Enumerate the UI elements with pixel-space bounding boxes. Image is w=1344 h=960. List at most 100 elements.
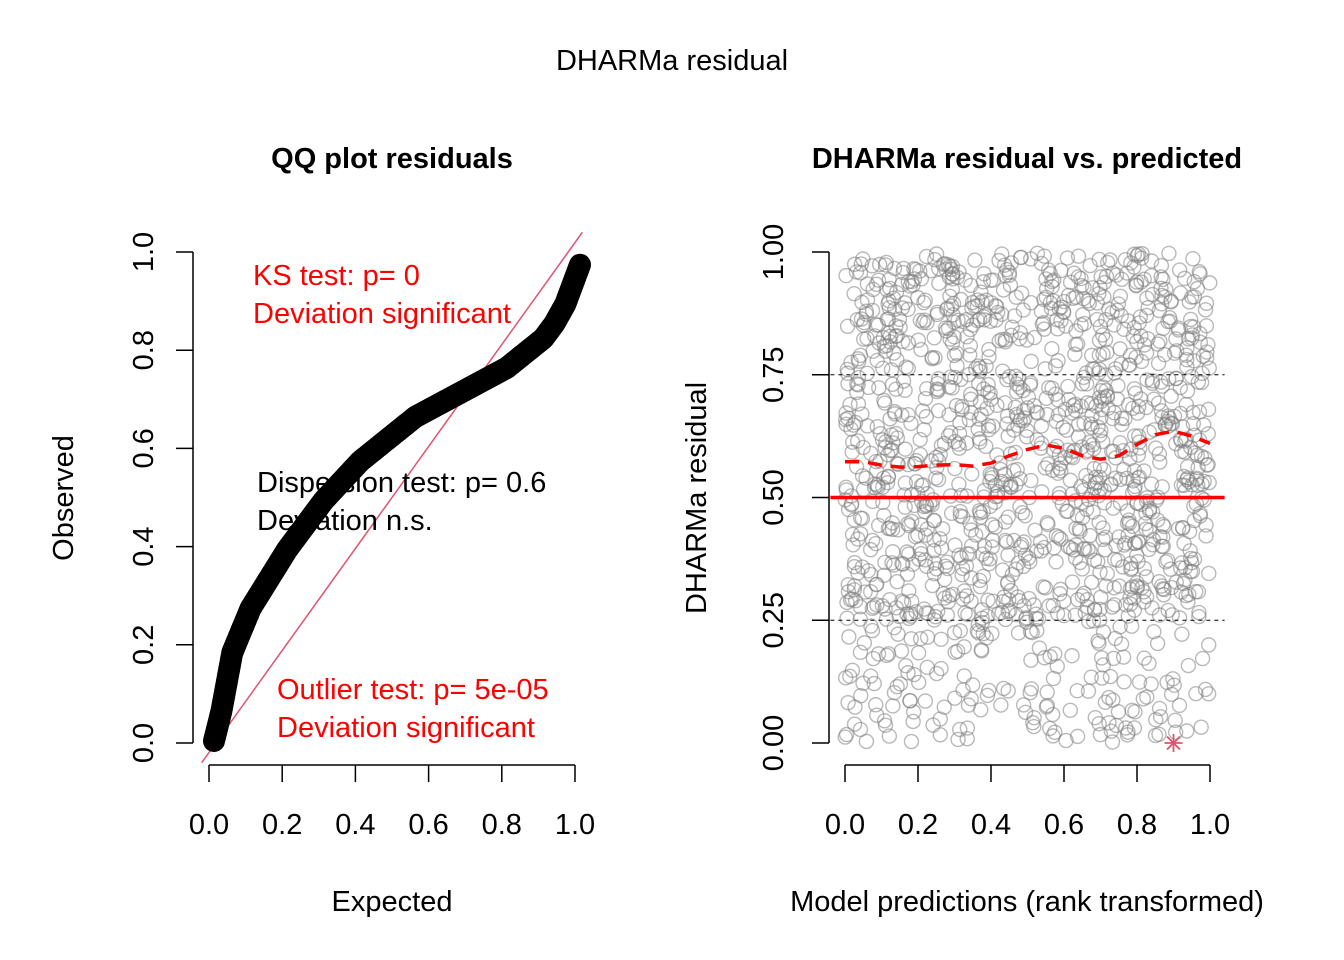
rp-point (884, 376, 901, 393)
rp-x-tick-label: 0.6 (1044, 809, 1084, 841)
rp-point (1058, 422, 1075, 438)
rp-point (1184, 327, 1201, 343)
rp-point (1019, 429, 1035, 445)
rp-point (1151, 700, 1168, 717)
rp-point (946, 624, 963, 641)
rp-point (838, 416, 854, 433)
qq-annotation-line: Deviation n.s. (257, 505, 433, 537)
rp-point (949, 345, 965, 362)
rp-point (1040, 516, 1056, 533)
rp-point (859, 365, 875, 381)
rp-point (1194, 476, 1210, 492)
rp-point (981, 421, 997, 438)
rp-point (959, 720, 976, 736)
rp-point (1008, 368, 1024, 384)
rp-outlier-asterisk (1164, 734, 1183, 752)
rp-point (1194, 365, 1210, 382)
rp-point (1170, 520, 1187, 537)
rp-point (1067, 396, 1084, 413)
rp-point (912, 431, 928, 448)
rp-point (953, 487, 969, 504)
rp-point (1196, 473, 1212, 490)
rp-point (1050, 407, 1067, 423)
rp-point (849, 433, 866, 449)
rp-point (838, 267, 854, 284)
rp-point (1190, 459, 1206, 476)
rp-point (1023, 472, 1039, 489)
rp-point (1200, 686, 1217, 702)
rp-point (1200, 336, 1216, 353)
rp-point (891, 311, 908, 327)
rp-point (919, 381, 935, 397)
rp-point (905, 556, 921, 572)
rp-point (876, 713, 893, 729)
rp-point (954, 567, 970, 583)
rp-point (972, 394, 989, 410)
rp-point (1141, 424, 1158, 440)
rp-point (997, 395, 1013, 411)
rp-point (1031, 640, 1048, 656)
rp-point (1112, 288, 1129, 304)
rp-point (899, 566, 916, 582)
rp-point (962, 347, 978, 363)
rp-point (930, 382, 947, 398)
rp-point (1116, 674, 1132, 690)
rp-point (1045, 293, 1062, 309)
rp-point (1192, 325, 1208, 342)
rp-point (958, 558, 975, 574)
rp-point (1108, 537, 1124, 554)
rp-point (902, 692, 918, 709)
rp-point (1086, 460, 1102, 477)
rp-point (935, 256, 952, 273)
rp-point (931, 260, 947, 277)
rp-point (1023, 681, 1040, 697)
rp-point (1090, 553, 1106, 570)
rp-point (1036, 248, 1053, 264)
rp-point (1115, 443, 1131, 459)
rp-point (945, 307, 961, 323)
rp-point (868, 697, 884, 713)
rp-point (1167, 712, 1183, 729)
rp-point (1000, 509, 1016, 525)
rp-point (1113, 636, 1130, 652)
rp-point (942, 258, 958, 274)
rp-point (889, 455, 905, 472)
rp-point (882, 280, 898, 297)
rp-point (950, 731, 966, 748)
rp-point (1179, 340, 1195, 356)
rp-point (1193, 719, 1209, 735)
rp-point (856, 331, 872, 347)
rp-point (969, 298, 985, 314)
rp-point (1006, 422, 1022, 438)
rp-point (1016, 534, 1032, 550)
rp-point (850, 377, 866, 393)
rp-point (1148, 712, 1164, 728)
rp-point (886, 557, 902, 573)
rp-point (1108, 267, 1125, 283)
rp-point (846, 285, 862, 302)
rp-point (1150, 355, 1167, 372)
rp-point (1193, 374, 1210, 391)
rp-point (930, 371, 947, 387)
rp-point (889, 678, 905, 695)
rp-point (937, 558, 954, 574)
rp-point (1004, 319, 1020, 335)
rp-smooth-curve (845, 429, 1211, 469)
rp-x-tick-label: 0.4 (971, 809, 1011, 841)
rp-point (951, 425, 968, 442)
qq-ylabel: Observed (48, 435, 80, 561)
rp-point (936, 571, 953, 588)
rp-point (972, 578, 989, 595)
rp-point (1082, 257, 1098, 274)
rp-point (994, 306, 1010, 323)
rp-point (959, 731, 975, 747)
rp-point (1091, 347, 1108, 363)
rp-point (1090, 419, 1106, 435)
rp-point (939, 560, 956, 577)
rp-point (930, 471, 947, 488)
rp-point (1131, 674, 1148, 690)
rp-point (1067, 607, 1083, 623)
rp-point (981, 341, 997, 358)
rp-point (1088, 469, 1104, 485)
rp-point (1182, 543, 1198, 559)
